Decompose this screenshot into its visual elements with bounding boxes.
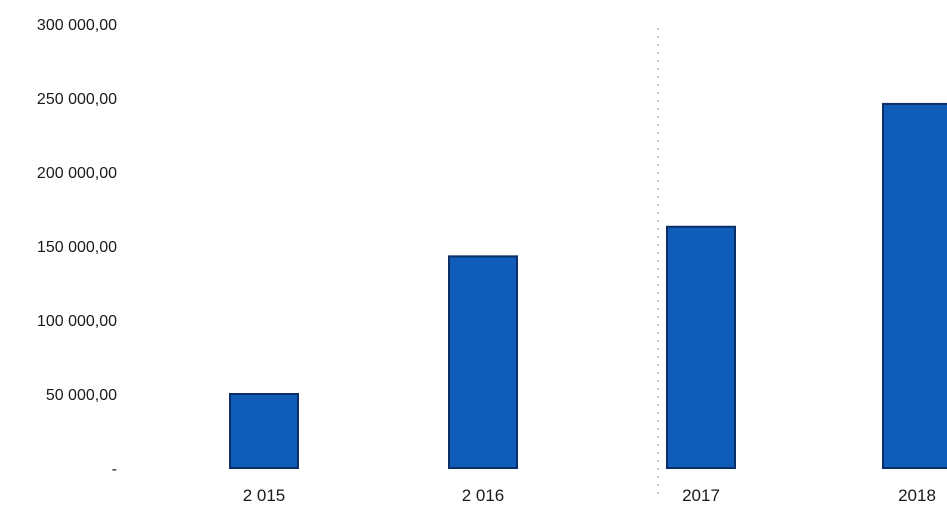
x-category-label: 2 016 xyxy=(462,486,505,505)
x-category-label: 2 015 xyxy=(243,486,286,505)
y-tick-label: 200 000,00 xyxy=(37,165,117,182)
bar-1 xyxy=(449,256,517,468)
x-axis-category-labels: 2 015 2 016 2017 2018 xyxy=(243,486,936,505)
y-tick-label: 50 000,00 xyxy=(46,387,117,404)
y-axis-tick-labels: 300 000,00 250 000,00 200 000,00 150 000,00… xyxy=(37,17,117,478)
y-tick-label: 300 000,00 xyxy=(37,17,117,34)
y-tick-label: 150 000,00 xyxy=(37,239,117,256)
x-category-label: 2017 xyxy=(682,486,720,505)
y-tick-label: 100 000,00 xyxy=(37,313,117,330)
x-category-label: 2018 xyxy=(898,486,936,505)
bar-0 xyxy=(230,394,298,468)
y-tick-label: 250 000,00 xyxy=(37,91,117,108)
y-tick-label: - xyxy=(112,461,117,478)
bars xyxy=(230,104,947,468)
bar-3 xyxy=(883,104,947,468)
bar-2 xyxy=(667,227,735,468)
